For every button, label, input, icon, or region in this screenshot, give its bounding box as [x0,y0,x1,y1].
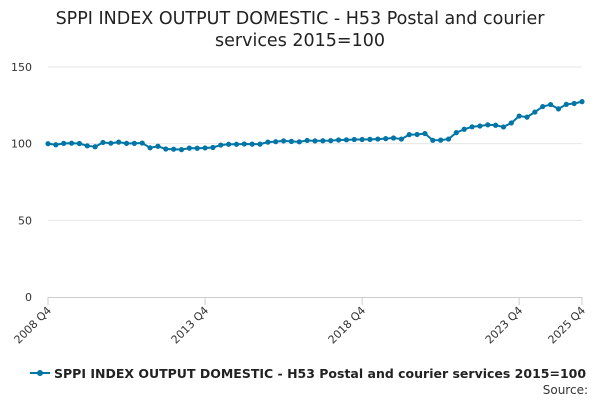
data-point [571,100,577,107]
data-point [194,145,200,151]
y-tick-label-50: 50 [18,214,32,227]
data-point [280,138,287,144]
data-point [524,114,530,120]
label-layer: 0 50 100 150 2008 Q4 2013 Q4 2018 Q4 2023 Q4 202… [11,61,588,346]
data-point [131,140,137,146]
data-point [422,130,428,137]
data-point [390,135,397,141]
x-tick-label-3: 2023 Q4 [483,304,526,347]
data-point [430,137,436,143]
data-point [218,142,224,148]
x-tick-label-4: 2025 Q4 [546,304,589,347]
data-point [147,145,153,151]
data-point [116,139,122,145]
data-point [485,122,491,128]
data-point [265,139,271,145]
data-point [351,136,357,143]
data-point [108,140,114,146]
axis-layer [47,297,583,305]
data-point [328,138,334,144]
x-tick-label-2: 2018 Q4 [326,304,369,347]
data-point [100,139,106,146]
legend-label: SPPI INDEX OUTPUT DOMESTIC - H53 Postal … [54,365,587,381]
data-point [76,140,83,147]
data-point [461,126,467,132]
y-tick-label-0: 0 [25,291,32,304]
data-point [123,140,130,146]
data-point [296,139,302,145]
data-point [92,144,98,150]
data-point [383,136,389,142]
legend[interactable]: SPPI INDEX OUTPUT DOMESTIC - H53 Postal … [30,363,586,383]
data-point [493,122,499,128]
data-point [84,143,90,149]
data-point [555,106,562,112]
data-point [257,141,263,147]
data-point [563,101,569,108]
data-point [540,103,546,110]
data-point [438,137,444,143]
data-point [45,141,51,147]
data-point [171,146,177,152]
data-point [343,137,350,143]
data-point [226,141,232,147]
data-point [453,130,459,136]
series-layer [45,99,585,153]
data-point [547,101,554,108]
data-point [508,120,514,126]
data-point [320,138,326,144]
data-point [210,144,216,151]
data-point [406,132,412,138]
chart-title: SPPI INDEX OUTPUT DOMESTIC - H53 Postal … [0,8,600,52]
y-tick-label-150: 150 [11,61,32,74]
data-point [288,138,295,144]
data-point [500,124,507,130]
data-point [139,140,145,146]
data-point [249,141,255,147]
legend-swatch [30,367,50,379]
data-point [445,136,452,142]
data-point [414,131,420,138]
data-point [312,138,318,144]
data-point [398,136,404,142]
x-tick-label-0: 2008 Q4 [12,304,55,347]
data-point [202,145,208,151]
data-point [532,109,538,115]
data-point [233,141,240,147]
data-point [68,140,75,146]
data-point [375,136,381,142]
data-point [579,99,585,105]
data-point [359,136,365,143]
data-point [469,124,475,130]
data-point [304,137,310,144]
chart-title-line-1: SPPI INDEX OUTPUT DOMESTIC - H53 Postal … [55,9,545,29]
data-point [178,147,185,153]
data-point [163,146,169,152]
data-point [186,145,192,151]
data-point [516,113,522,119]
data-point [477,123,483,129]
data-point [61,140,67,146]
y-tick-label-100: 100 [11,138,32,151]
data-point [273,139,279,145]
source-label: Source: [542,383,588,397]
data-point [155,143,161,149]
chart-title-line-2: services 2015=100 [215,31,385,51]
data-point [53,142,59,148]
data-point [335,137,342,143]
data-point [367,136,373,142]
x-tick-label-1: 2013 Q4 [169,304,212,347]
data-point [241,141,247,147]
